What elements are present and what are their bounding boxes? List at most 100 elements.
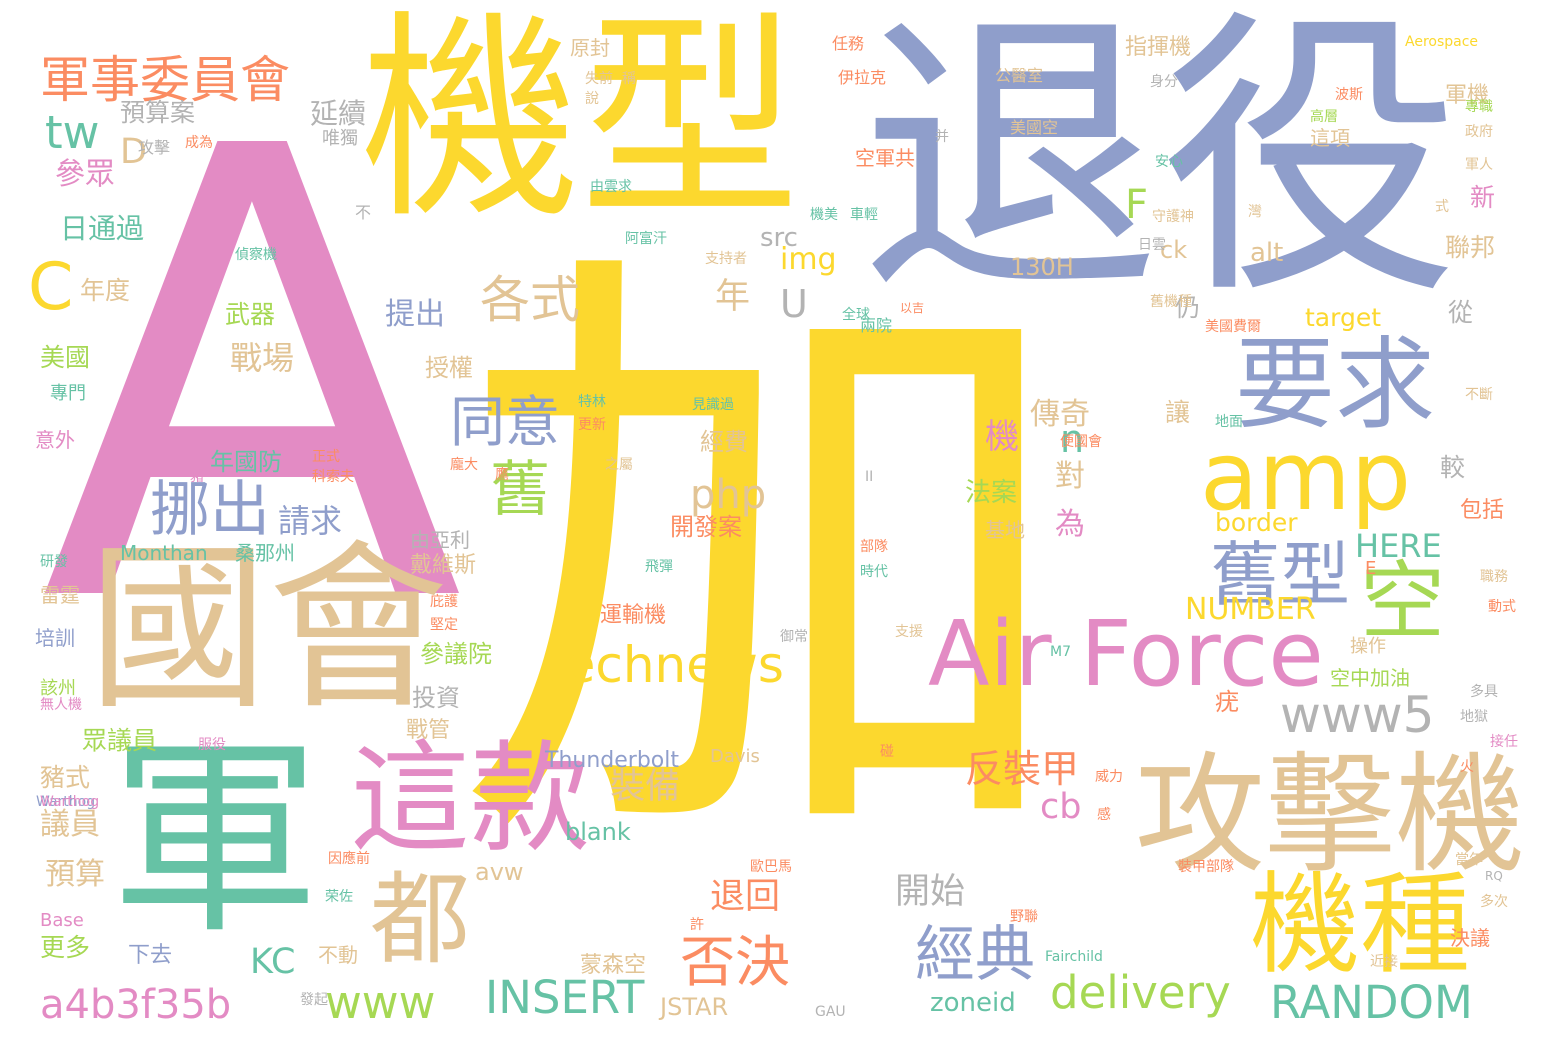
word-cloud-word: 聯邦 [1445,233,1496,262]
word-cloud-word: JSTAR [660,993,729,1021]
word-cloud-word: 130H [1010,253,1074,281]
word-cloud-word: 戰管 [406,718,451,743]
word-cloud-word: NUMBER [1185,592,1316,627]
word-cloud-word: 各式 [480,271,580,329]
word-cloud-word: 專門 [50,383,86,404]
word-cloud-word: 攻擊 [138,138,171,157]
word-cloud-word: 預算案 [120,98,196,127]
word-cloud-word: GAU [815,1004,846,1020]
word-cloud-word: target [1305,303,1382,332]
word-cloud-word: 美國費爾 [1205,319,1261,335]
word-cloud-word: 疣 [1215,688,1239,716]
word-cloud-word: 指揮機 [1125,35,1192,60]
word-cloud-word: zoneid [930,988,1016,1018]
word-cloud-word: U [780,282,808,326]
word-cloud-word: 舊型 [1210,534,1350,616]
word-cloud-word: blank [565,818,631,846]
word-cloud-word: 年度 [80,276,131,305]
word-cloud-word: 不 [355,203,372,222]
word-cloud-word: src [760,223,798,253]
word-cloud-word: 伊拉克 [838,68,887,87]
word-cloud-word: 空中加油 [1330,666,1410,690]
word-cloud-word: 以吉 [900,301,925,315]
word-cloud-word: Monthan [120,541,208,565]
word-cloud-word: 科索夫 [312,469,354,485]
word-cloud-word: 下去 [128,943,173,968]
word-cloud-word: 守護神 [1152,209,1194,225]
word-cloud-word: 軍 [110,717,321,962]
word-cloud-word: 包括 [1460,498,1505,523]
word-cloud-word: 基地 [985,518,1025,542]
word-cloud-word: 退回 [710,877,781,917]
word-cloud-word: 時代 [860,564,888,580]
word-cloud-word: 運輸機 [600,603,667,628]
word-cloud-word: 戰場 [230,339,295,377]
word-cloud-word: 唯獨 [322,128,358,149]
word-cloud-word: 龐大 [450,457,478,473]
word-cloud-word: 野聯 [1010,909,1038,925]
word-cloud-word: 說 [585,91,599,107]
word-cloud-word: Davis [710,746,760,767]
word-cloud-word: 雷霆 [40,583,80,607]
word-cloud-word: 全球 [842,307,870,323]
word-cloud-word: 裝甲部隊 [1178,859,1234,875]
word-cloud-word: 仍 [1175,293,1201,322]
word-cloud-word: 桑那州 [235,541,295,565]
word-cloud-word: 多次 [1480,894,1508,910]
word-cloud-word: 都 [370,861,470,978]
word-cloud-word: II [865,469,874,485]
word-cloud-word: 這款 [350,730,590,869]
word-cloud-word: 便國會 [1060,434,1102,450]
word-cloud-word: 偵察機 [235,247,277,263]
word-cloud-word: 之屬 [605,457,633,473]
word-cloud-word: 法案 [965,478,1018,508]
word-cloud-word: delivery [1050,966,1231,1019]
word-cloud-word: 安心 [1155,154,1183,170]
word-cloud-word: 要求 [1235,326,1435,443]
word-cloud-word: 美國 [40,343,91,372]
word-cloud-word: 新 [1470,183,1496,212]
word-cloud-word: 身分 [1150,74,1178,90]
word-cloud-word: Air Force [928,602,1324,707]
word-cloud-word: amp [1200,422,1412,532]
word-cloud-word: 地面 [1215,414,1243,430]
word-cloud-word: 荣佐 [325,889,353,905]
word-cloud-word: 空軍共 [855,146,915,170]
word-cloud-word: 鷹 [495,467,509,483]
word-cloud-word: 火 [1460,759,1474,775]
word-cloud-word: 碰 [880,744,894,760]
word-cloud-word: 機型 [360,0,801,248]
word-cloud-word: 動式 [1488,599,1516,615]
word-cloud-word: 近接 [1370,954,1398,970]
word-cloud-word: 任務 [832,34,865,53]
word-cloud-word: 經典 [915,920,1035,990]
word-cloud-word: 反裝甲 [965,747,1080,791]
word-cloud-word: n [1060,417,1085,461]
word-cloud-word: 開發案 [670,513,742,541]
word-cloud-word: 不斷 [1465,387,1493,403]
word-cloud-word: Thunderbolt [545,748,679,773]
word-cloud-word: 支持者 [705,251,747,267]
word-cloud-word: 機美 [810,207,838,223]
word-cloud-word: 請求 [278,502,343,540]
word-cloud-word: Base [40,910,84,931]
word-cloud-word: 眾議員 [82,726,158,755]
word-cloud-word: 否決 [680,930,791,994]
word-cloud-word: 加 [455,199,1075,920]
word-cloud-word: php [690,472,767,518]
word-cloud-word: 參議院 [420,640,492,668]
word-cloud-word: 同意 [450,390,561,454]
word-cloud-word: 意外 [35,428,75,452]
word-cloud-word: 發起 [300,992,328,1008]
word-cloud-word: 地獄 [1460,709,1488,725]
word-cloud-word: 戴維斯 [410,553,477,578]
word-cloud-word: technews [545,636,784,694]
word-cloud-word: 決議 [1450,926,1490,950]
word-cloud-word: 堅定 [430,617,458,633]
word-cloud-word: 多具 [1470,684,1498,700]
word-cloud-word: tw [45,106,100,159]
word-cloud-word: 因應前 [328,851,370,867]
word-cloud-word: 灣 [1248,204,1262,220]
word-cloud-word: 見識過 [692,397,734,413]
word-cloud-word: 培訓 [35,626,75,650]
